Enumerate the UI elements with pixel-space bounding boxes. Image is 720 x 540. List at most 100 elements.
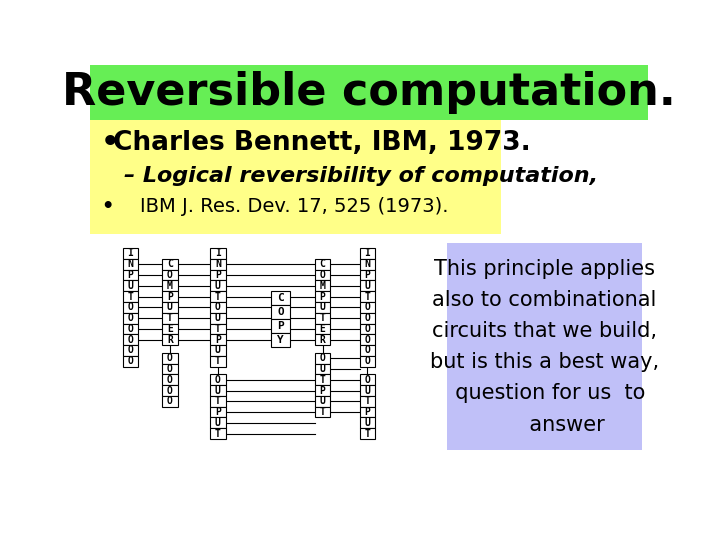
Text: T: T (320, 407, 325, 417)
Bar (315, 363, 330, 374)
Bar (315, 280, 330, 291)
Text: •: • (101, 130, 120, 157)
Text: •: • (101, 197, 113, 216)
Text: P: P (167, 292, 173, 301)
Text: U: U (364, 386, 370, 395)
Text: O: O (364, 302, 370, 312)
Bar (122, 259, 138, 269)
Text: P: P (215, 270, 221, 280)
Text: T: T (215, 396, 221, 406)
Bar (122, 356, 138, 367)
Text: U: U (364, 281, 370, 291)
Text: C: C (277, 293, 284, 303)
Text: O: O (167, 386, 173, 395)
Text: O: O (320, 270, 325, 280)
Bar (122, 269, 138, 280)
Text: M: M (320, 281, 325, 291)
Text: O: O (127, 313, 133, 323)
Text: O: O (364, 375, 370, 384)
Bar (210, 428, 225, 439)
Bar (360, 323, 375, 334)
Bar (360, 345, 375, 356)
Bar (122, 248, 138, 259)
Text: O: O (127, 324, 133, 334)
Bar (122, 345, 138, 356)
Text: T: T (215, 292, 221, 301)
Text: U: U (167, 302, 173, 312)
Bar (210, 334, 225, 345)
Text: O: O (215, 302, 221, 312)
Text: I: I (364, 248, 370, 259)
Text: U: U (215, 418, 221, 428)
Text: Charles Bennett, IBM, 1973.: Charles Bennett, IBM, 1973. (113, 130, 531, 157)
Text: C: C (167, 259, 173, 269)
Bar (162, 363, 178, 374)
Text: IBM J. Res. Dev. 17, 525 (1973).: IBM J. Res. Dev. 17, 525 (1973). (140, 197, 449, 216)
Text: O: O (167, 396, 173, 406)
Text: – Logical reversibility of computation,: – Logical reversibility of computation, (124, 166, 598, 186)
Bar (360, 396, 375, 407)
Text: M: M (167, 281, 173, 291)
Bar (122, 334, 138, 345)
Bar (446, 244, 642, 450)
Bar (162, 269, 178, 280)
Text: P: P (127, 270, 133, 280)
Text: O: O (127, 356, 133, 366)
Text: T: T (215, 356, 221, 366)
Bar (210, 345, 225, 356)
Bar (162, 313, 178, 323)
Text: P: P (320, 292, 325, 301)
Bar (315, 407, 330, 417)
Bar (90, 65, 648, 120)
Bar (315, 313, 330, 323)
Text: U: U (215, 281, 221, 291)
Text: N: N (127, 259, 133, 269)
Text: U: U (127, 281, 133, 291)
Bar (360, 334, 375, 345)
Bar (162, 259, 178, 269)
Bar (360, 356, 375, 367)
Bar (122, 280, 138, 291)
Bar (210, 302, 225, 313)
Text: U: U (215, 346, 221, 355)
Text: N: N (364, 259, 370, 269)
Text: T: T (320, 313, 325, 323)
Bar (360, 248, 375, 259)
Text: O: O (127, 302, 133, 312)
Bar (162, 334, 178, 345)
Bar (210, 269, 225, 280)
Bar (122, 291, 138, 302)
Text: P: P (277, 321, 284, 331)
Text: R: R (320, 335, 325, 345)
Text: U: U (215, 386, 221, 395)
Text: T: T (364, 396, 370, 406)
Text: E: E (320, 324, 325, 334)
Text: O: O (167, 353, 173, 363)
Text: U: U (215, 313, 221, 323)
Text: O: O (215, 375, 221, 384)
Bar (162, 353, 178, 363)
Bar (360, 417, 375, 428)
Text: O: O (320, 353, 325, 363)
Text: O: O (127, 335, 133, 345)
Bar (162, 396, 178, 407)
Bar (210, 291, 225, 302)
Text: C: C (320, 259, 325, 269)
Text: O: O (364, 313, 370, 323)
Text: R: R (167, 335, 173, 345)
Text: T: T (167, 313, 173, 323)
Bar (162, 280, 178, 291)
Bar (271, 291, 290, 305)
Text: O: O (127, 346, 133, 355)
Text: N: N (215, 259, 221, 269)
Text: T: T (364, 292, 370, 301)
Bar (315, 302, 330, 313)
Text: O: O (277, 307, 284, 317)
Text: O: O (364, 335, 370, 345)
Bar (122, 323, 138, 334)
Bar (315, 353, 330, 363)
Bar (271, 305, 290, 319)
Bar (360, 291, 375, 302)
Text: O: O (364, 346, 370, 355)
Bar (271, 319, 290, 333)
